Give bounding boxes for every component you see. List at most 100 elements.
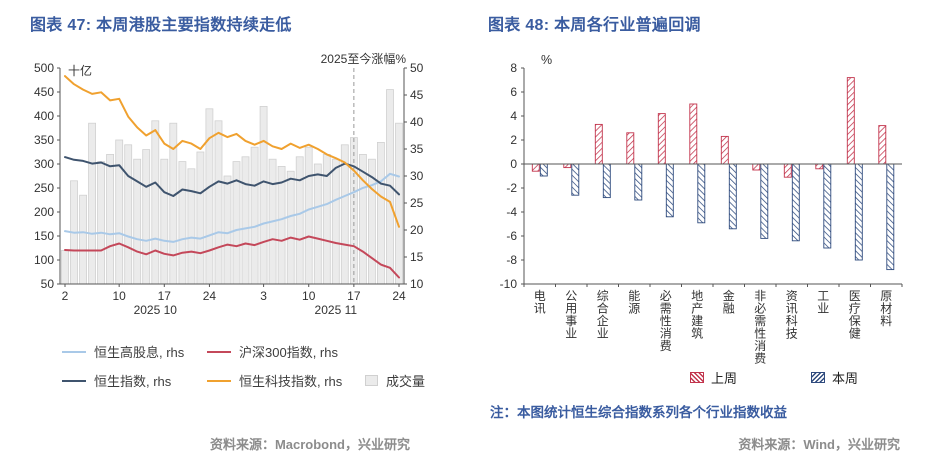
bar-last-week-0 (531, 163, 540, 172)
legend-line-swatch (62, 379, 86, 382)
legend-row: 恒生指数, rhs 恒生科技指数, rhs 成交量 (62, 371, 425, 390)
bar-last-week-5 (689, 103, 698, 165)
right-axis-tick-label: 45 (410, 88, 424, 102)
volume-bar (151, 120, 160, 285)
bar-last-week-4 (657, 113, 666, 165)
left-axis-tick-label: 450 (34, 85, 54, 99)
bar-last-week-9 (815, 163, 824, 170)
legend-item-this-week: 本周 (811, 368, 858, 387)
right-axis-tick-label: 30 (410, 169, 424, 183)
legend-label: 恒生科技指数, rhs (239, 374, 343, 389)
bar-this-week-11 (886, 163, 895, 271)
volume-bar (97, 161, 105, 285)
category-label-1: 公用事业 (565, 289, 577, 341)
x-axis-tick-label: 17 (347, 289, 361, 303)
bar-this-week-7 (760, 163, 769, 239)
left-axis-tick-label: 350 (34, 133, 54, 147)
legend-label: 本周 (832, 371, 859, 386)
right-chart-panel: 图表 48: 本周各行业普遍回调 电讯 公用事业 综合企业 能源 必需性消费 地产建筑 金融… (468, 8, 930, 456)
legend-hatch-swatch (811, 372, 826, 383)
bar-last-week-1 (563, 163, 572, 169)
right-chart-legend: 上周 本周 (690, 368, 858, 387)
bar-this-week-5 (697, 163, 706, 224)
volume-bar (178, 161, 187, 285)
percent-label: % (541, 53, 552, 67)
volume-bar (160, 158, 169, 285)
legend-line-swatch (62, 350, 86, 353)
x-axis-tick-label: 2 (62, 289, 69, 303)
legend-box-swatch (365, 375, 378, 386)
legend-item-last-week: 上周 (690, 368, 737, 387)
volume-bar (61, 249, 69, 285)
volume-bar (250, 146, 259, 285)
legend-label: 恒生高股息, rhs (94, 345, 185, 360)
volume-bars (61, 89, 403, 285)
legend-item-hs-high-dividend-line: 恒生高股息, rhs (62, 342, 207, 361)
legend-label: 恒生指数, rhs (94, 374, 172, 389)
category-label-3: 能源 (628, 289, 640, 316)
category-label-11: 原材料 (880, 289, 892, 328)
x-axis-tick-label: 3 (260, 289, 267, 303)
x-axis-tick-label: 17 (158, 289, 172, 303)
volume-bar (304, 146, 313, 285)
volume-bar (205, 108, 214, 285)
right-axis-tick-label: 25 (410, 196, 424, 210)
bar-last-week-2 (594, 123, 603, 165)
unit-label: 十亿 (68, 63, 92, 78)
right-axis-tick-label: 10 (410, 277, 424, 291)
category-label-6: 金融 (723, 288, 735, 316)
ytd-annotation: 2025至今涨幅% (321, 52, 407, 66)
sector-returns-chart: 电讯 公用事业 综合企业 能源 必需性消费 地产建筑 金融 非必需性消费 资讯科技 工业 医疗保健 原… (500, 53, 903, 366)
category-label-0: 电讯 (534, 289, 546, 316)
category-label-4: 必需性消费 (660, 289, 672, 353)
left-axis-tick-label: 100 (34, 253, 54, 267)
y-axis-tick-label: -4 (506, 205, 517, 219)
volume-bar (79, 194, 87, 285)
legend-label: 沪深300指数, rhs (239, 345, 338, 360)
bar-this-week-4 (665, 163, 674, 218)
left-axis-tick-label: 150 (34, 229, 54, 243)
y-axis-tick-label: 6 (510, 85, 517, 99)
volume-bar (331, 158, 340, 285)
right-axis-tick-label: 50 (410, 61, 424, 75)
left-chart-legend: 恒生高股息, rhs 沪深300指数, rhs 恒生指数, rhs 恒生科技指数, r… (62, 342, 425, 400)
bar-this-week-0 (539, 163, 548, 177)
y-axis-tick-label: 0 (510, 157, 517, 171)
hsi-line (64, 156, 400, 197)
y-axis-tick-label: 8 (510, 61, 517, 75)
right-chart-title: 图表 48: 本周各行业普遍回调 (488, 17, 701, 34)
chart-note: 注：本图统计恒生综合指数系列各个行业指数收益 (490, 405, 787, 420)
left-chart-title: 图表 47: 本周港股主要指数持续走低 (30, 17, 292, 34)
left-axis-tick-label: 250 (34, 181, 54, 195)
x-axis-tick-label: 24 (203, 289, 217, 303)
category-label-5: 地产建筑 (691, 289, 703, 341)
volume-bar (295, 156, 304, 285)
bar-this-week-8 (791, 163, 800, 242)
hs-high-dividend-line (64, 172, 400, 243)
volume-bar (196, 151, 205, 285)
right-axis-tick-label: 15 (410, 250, 424, 264)
y-axis-tick-label: 2 (510, 133, 517, 147)
legend-item-volume: 成交量 (365, 371, 425, 390)
legend-item-hstech-line: 恒生科技指数, rhs (207, 371, 365, 390)
legend-item-csi300-line: 沪深300指数, rhs (207, 342, 365, 361)
bar-this-week-3 (634, 163, 643, 201)
y-axis-tick-label: -6 (506, 229, 517, 243)
y-axis-tick-label: -8 (506, 253, 517, 267)
hstech-line (64, 75, 400, 228)
legend-hatch-swatch (690, 372, 704, 383)
right-axis-tick-label: 40 (410, 115, 424, 129)
bar-this-week-10 (854, 163, 863, 261)
volume-bar (142, 149, 151, 285)
left-chart-source: 资料来源：Macrobond，兴业研究 (209, 437, 410, 452)
volume-bar (313, 163, 322, 285)
volume-bar (133, 158, 142, 285)
right-chart-source: 资料来源：Wind，兴业研究 (738, 437, 900, 452)
category-label-2: 综合企业 (597, 289, 609, 341)
volume-bar (187, 168, 196, 285)
hk-indices-chart: 500 450 400 350 300 250 200 150 100 50 50 45 40 35 30 2… (34, 52, 424, 317)
x-axis-tick-label: 10 (112, 289, 126, 303)
right-axis-tick-label: 20 (410, 223, 424, 237)
legend-line-swatch (207, 379, 231, 382)
